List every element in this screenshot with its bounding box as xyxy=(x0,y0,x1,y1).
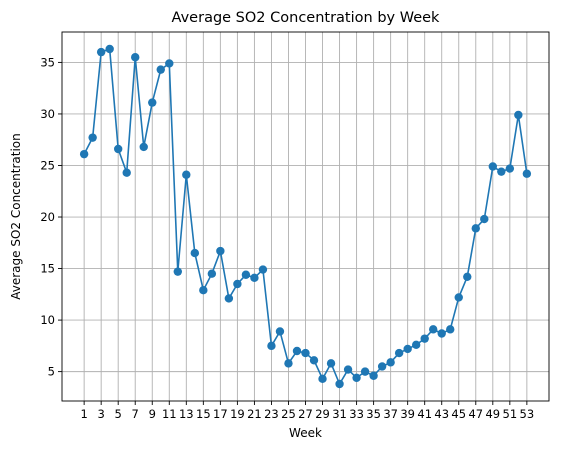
data-point xyxy=(113,144,123,154)
data-point xyxy=(437,329,446,338)
data-point xyxy=(309,356,319,365)
data-point xyxy=(420,334,429,343)
data-point xyxy=(275,327,285,336)
data-point xyxy=(429,325,438,334)
data-point xyxy=(497,167,506,176)
x-tick-label: 29 xyxy=(315,407,330,421)
data-point xyxy=(148,98,157,107)
data-point xyxy=(411,340,421,350)
data-point xyxy=(233,279,242,289)
data-point xyxy=(79,149,89,159)
data-point xyxy=(480,214,489,224)
data-point xyxy=(199,286,208,295)
data-point xyxy=(139,142,148,152)
data-point xyxy=(88,133,97,142)
x-tick-label: 39 xyxy=(400,407,415,421)
data-point xyxy=(301,348,310,358)
x-tick-label: 3 xyxy=(98,407,105,421)
y-tick-label: 20 xyxy=(40,210,55,224)
x-tick-label: 5 xyxy=(115,407,122,421)
y-tick-label: 35 xyxy=(40,55,55,69)
y-axis-ticks: 5 10 15 20 25 30 35 xyxy=(40,55,62,379)
x-tick-label: 9 xyxy=(149,407,156,421)
data-point xyxy=(386,358,395,367)
data-point xyxy=(471,224,480,233)
x-tick-label: 15 xyxy=(196,407,211,421)
data-point xyxy=(131,53,140,62)
x-tick-label: 31 xyxy=(332,407,347,421)
data-point xyxy=(96,47,106,57)
x-axis-ticks: 1 3 5 7 9 11 13 15 17 19 21 23 25 27 29 31 33 35 37 39 41 43 4… xyxy=(80,401,534,421)
data-point xyxy=(352,373,361,383)
data-point xyxy=(156,65,165,74)
x-tick-label: 23 xyxy=(264,407,279,421)
data-point xyxy=(514,110,523,120)
data-point xyxy=(318,374,327,384)
x-axis-label: Week xyxy=(289,426,322,440)
data-point xyxy=(182,170,191,179)
x-tick-label: 17 xyxy=(213,407,228,421)
x-tick-label: 1 xyxy=(80,407,87,421)
x-tick-label: 7 xyxy=(132,407,139,421)
chart-title: Average SO2 Concentration by Week xyxy=(172,10,441,26)
data-point xyxy=(326,359,336,368)
x-tick-label: 43 xyxy=(434,407,449,421)
x-tick-label: 11 xyxy=(162,407,177,421)
x-tick-label: 51 xyxy=(503,407,518,421)
data-point xyxy=(258,265,268,274)
data-point xyxy=(292,346,302,356)
data-point xyxy=(165,59,174,68)
x-tick-label: 21 xyxy=(247,407,262,421)
plot-frame xyxy=(61,31,550,402)
data-point xyxy=(173,267,182,276)
data-point xyxy=(207,269,217,278)
x-tick-label: 49 xyxy=(485,407,500,421)
data-point xyxy=(267,341,276,351)
data-point xyxy=(122,168,131,177)
x-tick-label: 45 xyxy=(451,407,466,421)
data-point xyxy=(488,162,498,171)
data-point xyxy=(250,273,259,283)
data-point xyxy=(190,248,200,258)
data-point xyxy=(369,371,378,380)
data-point xyxy=(446,325,455,334)
data-point xyxy=(505,164,515,173)
series-points xyxy=(79,44,532,389)
x-tick-label: 53 xyxy=(520,407,535,421)
x-tick-label: 25 xyxy=(281,407,296,421)
data-point xyxy=(463,272,472,281)
y-tick-label: 5 xyxy=(48,365,55,379)
y-tick-label: 30 xyxy=(40,107,55,121)
grid xyxy=(62,32,549,401)
data-point xyxy=(454,293,463,302)
y-tick-label: 15 xyxy=(40,262,55,276)
x-tick-label: 19 xyxy=(230,407,245,421)
data-point xyxy=(360,367,370,376)
data-point xyxy=(343,365,353,374)
x-tick-label: 13 xyxy=(179,407,194,421)
data-point xyxy=(216,246,225,256)
y-tick-label: 25 xyxy=(40,158,55,172)
x-tick-label: 37 xyxy=(383,407,398,421)
x-tick-label: 41 xyxy=(417,407,432,421)
data-point xyxy=(105,44,114,54)
data-point xyxy=(522,169,532,178)
data-point xyxy=(335,379,344,389)
y-axis-label: Average SO2 Concentration xyxy=(9,133,23,300)
data-point xyxy=(394,348,404,358)
data-point xyxy=(284,359,293,368)
data-point xyxy=(241,270,251,279)
x-tick-label: 47 xyxy=(468,407,483,421)
y-tick-label: 10 xyxy=(40,313,55,327)
data-point xyxy=(377,362,387,371)
x-tick-label: 33 xyxy=(349,407,364,421)
x-tick-label: 35 xyxy=(366,407,381,421)
data-point xyxy=(224,294,234,303)
x-tick-label: 27 xyxy=(298,407,313,421)
data-point xyxy=(403,344,412,354)
